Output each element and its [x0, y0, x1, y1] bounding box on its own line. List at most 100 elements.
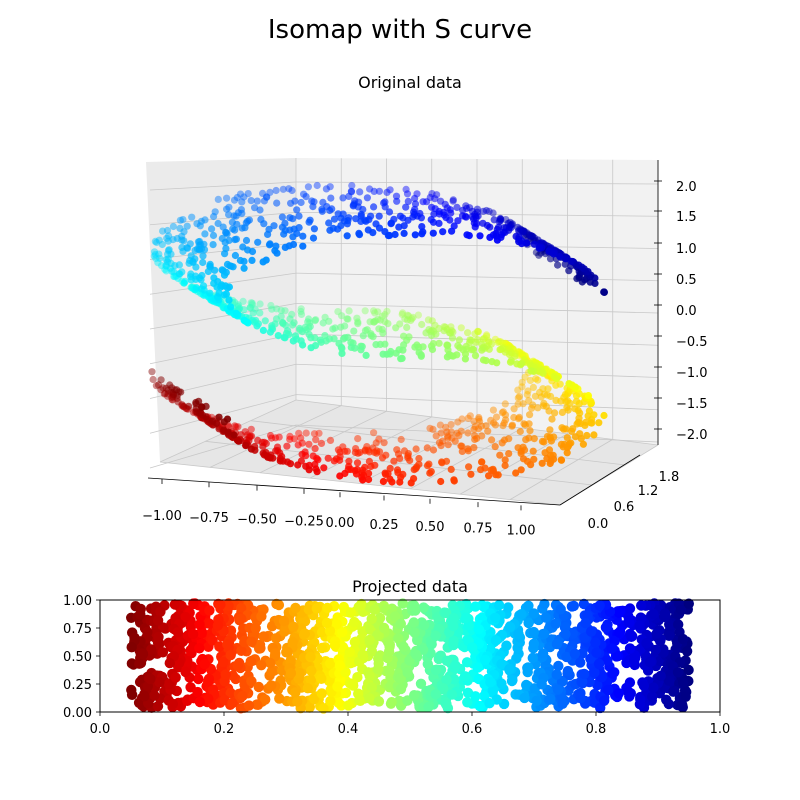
data-point — [384, 320, 392, 328]
data-point — [327, 194, 335, 202]
data-point — [446, 216, 454, 224]
data-point — [484, 427, 492, 435]
data-point — [222, 639, 233, 650]
data-point — [209, 231, 218, 240]
data-point — [363, 194, 371, 202]
data-point — [477, 466, 485, 474]
data-point — [386, 231, 394, 240]
x-tick-label: 0.4 — [338, 722, 359, 737]
data-point — [357, 217, 365, 225]
data-point — [489, 406, 497, 414]
data-point — [304, 702, 315, 713]
data-point — [464, 429, 472, 437]
data-point — [534, 404, 542, 412]
data-point — [178, 401, 186, 409]
data-point — [247, 197, 255, 205]
data-point — [432, 432, 440, 440]
data-point — [289, 215, 297, 223]
data-point — [551, 669, 562, 680]
data-point — [607, 668, 618, 679]
data-point — [305, 466, 313, 474]
data-point — [591, 279, 599, 287]
data-point — [309, 693, 320, 705]
grid-line — [149, 333, 297, 365]
data-point — [482, 422, 490, 430]
data-point — [345, 457, 353, 465]
data-point — [504, 621, 516, 633]
data-point — [470, 691, 481, 702]
data-point — [345, 307, 353, 315]
data-point — [578, 263, 586, 271]
data-point — [429, 425, 437, 433]
data-point — [490, 635, 502, 646]
data-point — [392, 324, 400, 332]
data-point — [232, 660, 243, 671]
data-point — [156, 254, 164, 262]
data-point — [281, 243, 289, 251]
data-point — [415, 678, 427, 689]
data-point — [270, 633, 282, 644]
data-point — [448, 612, 459, 624]
data-point — [201, 216, 209, 224]
data-point — [356, 188, 364, 196]
data-point — [318, 207, 326, 215]
data-point — [516, 609, 527, 620]
data-point — [126, 658, 138, 669]
data-point — [199, 282, 208, 290]
data-point — [388, 478, 396, 486]
data-point — [519, 692, 530, 704]
data-point — [366, 613, 377, 625]
data-point — [297, 198, 305, 207]
data-point — [371, 309, 379, 317]
data-point — [242, 236, 251, 245]
data-point — [225, 296, 233, 304]
data-point — [552, 684, 564, 695]
data-point — [454, 217, 462, 225]
data-point — [294, 461, 302, 469]
x-tick-label: 0.25 — [370, 518, 399, 533]
data-point — [158, 622, 169, 633]
data-point — [517, 466, 525, 474]
data-point — [477, 612, 488, 623]
data-point — [446, 689, 458, 700]
data-point — [251, 204, 259, 212]
x-tick-label: −0.50 — [237, 513, 277, 528]
data-point — [225, 283, 233, 291]
z-tick-label: 0.5 — [676, 273, 697, 288]
data-point — [683, 598, 694, 609]
data-point — [324, 625, 336, 637]
data-point — [514, 394, 522, 402]
data-point — [215, 599, 226, 610]
data-point — [380, 439, 388, 447]
x-tick-label: 1.00 — [507, 523, 536, 538]
data-point — [530, 455, 538, 463]
data-point — [638, 680, 650, 691]
grid-line — [295, 181, 659, 185]
y-tick-label: 1.00 — [63, 594, 92, 609]
data-point — [163, 678, 175, 690]
data-point — [423, 444, 431, 452]
data-point — [278, 615, 290, 627]
data-point — [672, 667, 684, 678]
data-point — [369, 229, 377, 237]
data-point — [229, 263, 237, 271]
data-point — [238, 198, 246, 206]
data-point — [285, 667, 297, 679]
data-point — [248, 256, 256, 264]
data-point — [426, 424, 434, 432]
data-point — [489, 209, 497, 217]
data-point — [550, 250, 558, 258]
data-point — [354, 694, 365, 706]
data-point — [303, 604, 314, 615]
data-point — [142, 626, 153, 638]
data-point — [600, 622, 612, 633]
data-point — [209, 241, 217, 249]
data-point — [167, 698, 179, 710]
chart-2d: Projected data 0.0 0.2 0.4 0.6 0.8 1.0 0.00 0.2… — [63, 577, 730, 737]
data-point — [488, 436, 496, 444]
data-point — [167, 250, 175, 258]
data-point — [194, 643, 205, 654]
data-point — [221, 238, 229, 246]
data-point — [430, 664, 442, 676]
data-point — [517, 449, 525, 457]
